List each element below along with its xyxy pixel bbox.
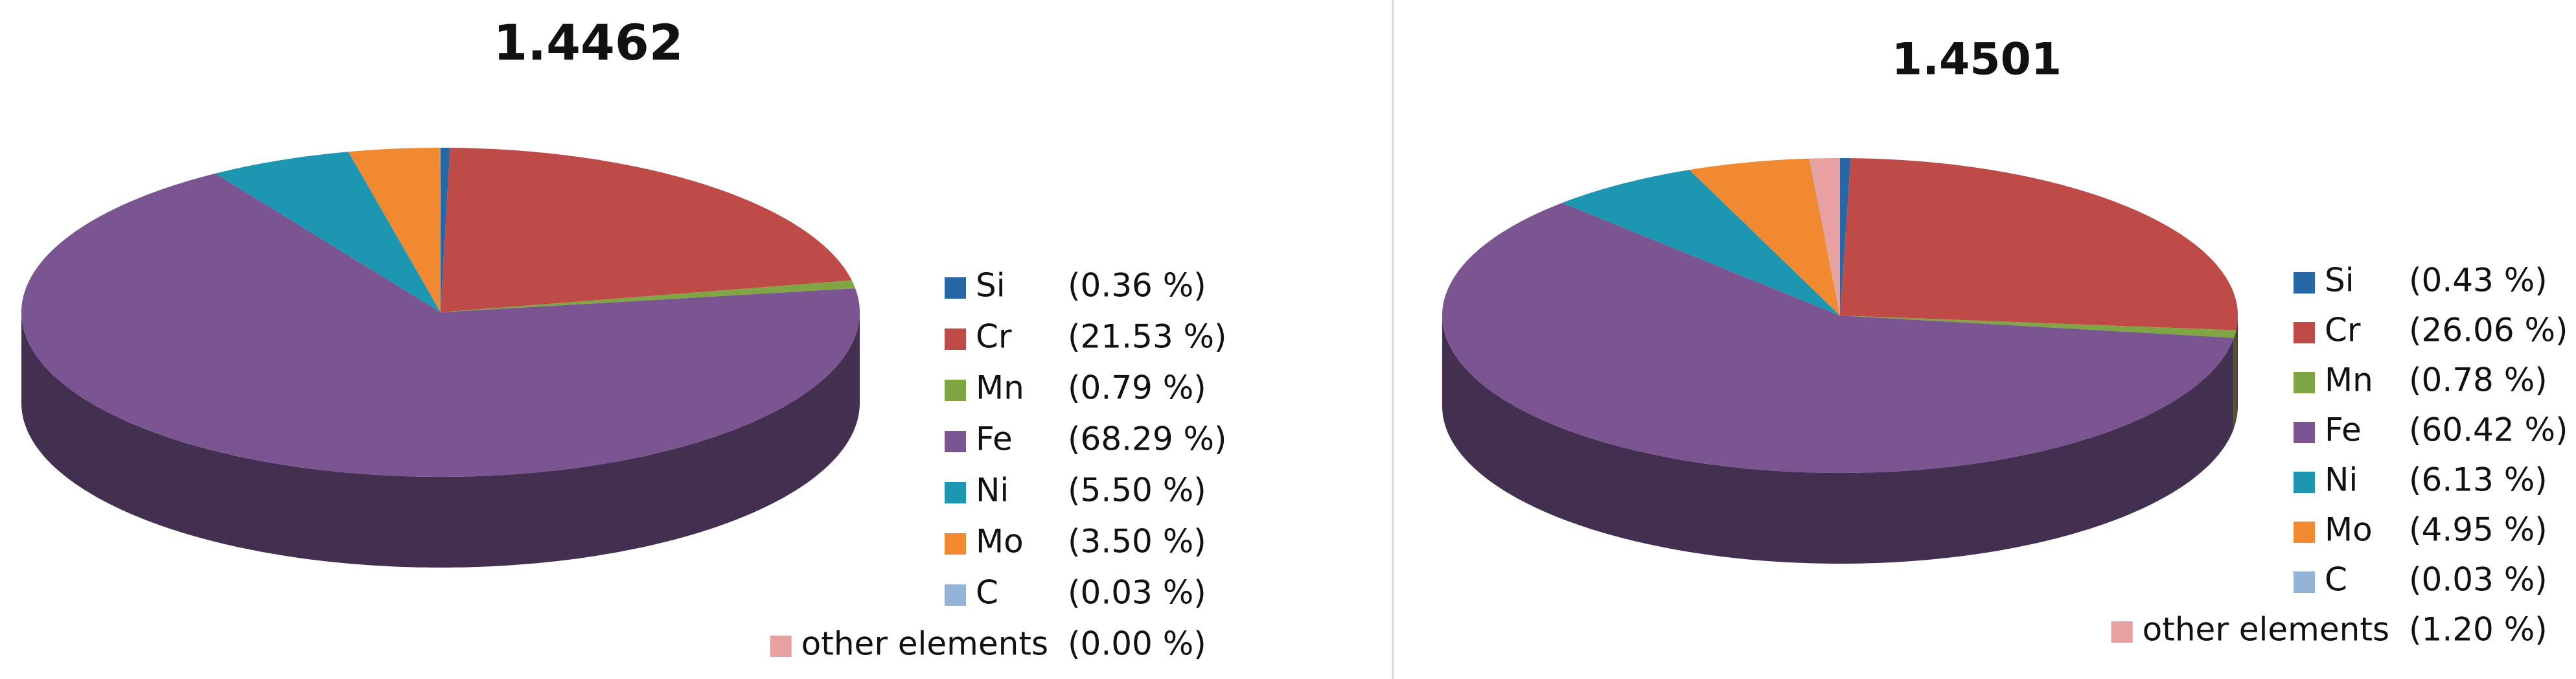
pie-slice: [1840, 158, 2238, 330]
legend-swatch: [2294, 571, 2315, 593]
legend-value: (0.43 %): [2409, 262, 2547, 299]
legend-swatch: [945, 533, 966, 555]
legend-label: Cr: [976, 318, 1012, 356]
slice-side: [2233, 330, 2237, 429]
legend-swatch: [2294, 272, 2315, 293]
slice-side: [2236, 316, 2238, 421]
pie-slice: [1562, 170, 1840, 316]
legend-value: (0.03 %): [1068, 574, 1206, 612]
legend-label: Ni: [2325, 461, 2358, 499]
legend-value: (26.06 %): [2409, 312, 2568, 349]
legend-label: Si: [976, 267, 1006, 305]
legend-swatch: [2294, 422, 2315, 443]
legend-value: (21.53 %): [1068, 318, 1227, 356]
legend-swatch: [2111, 621, 2133, 643]
legend-swatch: [945, 482, 966, 503]
legend-label: Ni: [976, 472, 1009, 509]
legend-label: Mo: [976, 523, 1024, 560]
pie-slice: [1689, 158, 1840, 316]
legend-swatch: [945, 328, 966, 350]
pie-slice: [1840, 158, 1851, 316]
legend-value: (0.78 %): [2409, 362, 2547, 399]
legend-swatch: [770, 636, 792, 657]
legend-value: (68.29 %): [1068, 420, 1227, 458]
slice-side: [21, 312, 860, 568]
slice-side: [1442, 316, 2234, 564]
pie-slice: [21, 173, 860, 477]
pie-slice: [348, 148, 441, 312]
legend-label: other elements: [2143, 611, 2389, 649]
legend-swatch: [945, 277, 966, 299]
legend-swatch: [2294, 322, 2315, 343]
legend-label: Mn: [976, 369, 1024, 407]
legend-label: Mn: [2325, 362, 2373, 399]
pie-slice: [215, 152, 441, 312]
legend-value: (5.50 %): [1068, 472, 1206, 509]
legend-swatch: [2294, 472, 2315, 493]
legend-label: Fe: [2325, 411, 2362, 449]
pie-slice: [1840, 316, 2237, 338]
legend-label: C: [2325, 561, 2347, 599]
pie-slice: [1442, 203, 2234, 473]
legend-value: (60.42 %): [2409, 411, 2568, 449]
legend-label: Fe: [976, 420, 1013, 458]
legend-value: (1.20 %): [2409, 611, 2547, 649]
legend-label: C: [976, 574, 998, 612]
legend-swatch: [945, 431, 966, 452]
legend-value: (0.79 %): [1068, 369, 1206, 407]
legend-value: (4.95 %): [2409, 511, 2547, 549]
legend-value: (6.13 %): [2409, 461, 2547, 499]
legend-label: Cr: [2325, 312, 2361, 349]
legend-value: (3.50 %): [1068, 523, 1206, 560]
legend-label: Si: [2325, 262, 2354, 299]
pie-slice: [1810, 158, 1840, 316]
legend-swatch: [945, 584, 966, 606]
pie-slice: [441, 148, 450, 312]
pie-slice: [441, 280, 856, 312]
pie-slice: [1809, 158, 1840, 316]
legend-swatch: [2294, 522, 2315, 543]
chart-title: 1.4462: [493, 14, 683, 71]
legend-swatch: [945, 380, 966, 401]
legend-value: (0.03 %): [2409, 561, 2547, 599]
legend-label: other elements: [801, 625, 1048, 663]
legend-value: (0.00 %): [1068, 625, 1206, 663]
legend-swatch: [2294, 372, 2315, 393]
legend-label: Mo: [2325, 511, 2373, 549]
pie-slice: [441, 148, 852, 312]
pie-slice: [439, 148, 441, 312]
chart-title: 1.4501: [1892, 34, 2062, 86]
legend-value: (0.36 %): [1068, 267, 1206, 305]
